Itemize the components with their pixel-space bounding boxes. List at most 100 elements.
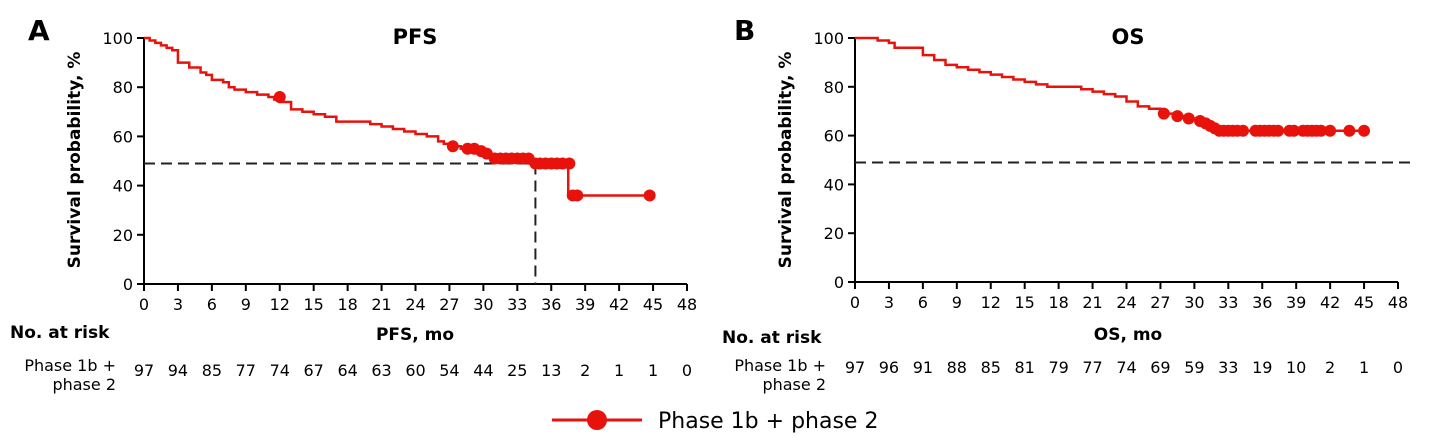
panel-b-at-risk-value: 81 xyxy=(1015,358,1035,377)
panel-b-at-risk-value: 0 xyxy=(1393,358,1403,377)
panel-b-censor-marker xyxy=(1182,112,1195,125)
panel-b-y-tick-label: 100 xyxy=(813,29,844,48)
panel-a-x-tick-label: 39 xyxy=(575,295,595,314)
panel-a-x-tick-label: 0 xyxy=(139,295,149,314)
panel-a-y-tick-label: 40 xyxy=(113,177,133,196)
panel-a-censor-marker xyxy=(273,91,286,104)
panel-a-x-tick-label: 6 xyxy=(207,295,217,314)
panel-a-y-tick-label: 20 xyxy=(113,226,133,245)
panel-b-at-risk-value: 74 xyxy=(1116,358,1136,377)
panel-a-at-risk-value: 54 xyxy=(439,361,459,380)
panel-b-x-tick-label: 12 xyxy=(981,293,1001,312)
panel-a-at-risk-value: 97 xyxy=(134,361,154,380)
panel-b-at-risk-value: 79 xyxy=(1048,358,1068,377)
panel-a-y-tick-label: 100 xyxy=(102,29,133,48)
panel-b-x-tick-label: 48 xyxy=(1388,293,1408,312)
panel-b-censor-marker xyxy=(1287,124,1300,137)
legend-label: Phase 1b + phase 2 xyxy=(658,409,878,434)
panel-b-censor-marker xyxy=(1315,124,1328,137)
panel-a-at-risk-value: 77 xyxy=(236,361,256,380)
panel-b-at-risk-value: 10 xyxy=(1286,358,1306,377)
legend-series-marker xyxy=(587,410,607,430)
panel-b-censor-marker xyxy=(1171,110,1184,123)
panel-a-title: PFS xyxy=(393,25,438,49)
panel-a-censor-marker xyxy=(643,189,656,202)
panel-a-y-axis-title: Survival probability, % xyxy=(65,52,85,269)
panel-b-x-tick-label: 24 xyxy=(1116,293,1136,312)
panel-a-censor-marker xyxy=(446,140,459,153)
panel-b-censor-marker xyxy=(1358,124,1371,137)
panel-b-y-tick-label: 0 xyxy=(834,273,844,292)
panel-a-x-tick-label: 15 xyxy=(304,295,324,314)
panel-a-x-tick-label: 45 xyxy=(643,295,663,314)
panel-b-at-risk-value: 69 xyxy=(1150,358,1170,377)
panel-b-censor-marker xyxy=(1343,124,1356,137)
panel-b-at-risk-value: 85 xyxy=(981,358,1001,377)
panel-a-at-risk-header: No. at risk xyxy=(10,323,110,343)
panel-a-x-tick-label: 18 xyxy=(337,295,357,314)
panel-b-x-tick-label: 33 xyxy=(1218,293,1238,312)
panel-b-at-risk-value: 91 xyxy=(913,358,933,377)
panel-a-at-risk-value: 2 xyxy=(580,361,590,380)
panel-b-at-risk-value: 77 xyxy=(1082,358,1102,377)
panel-b-y-tick-label: 80 xyxy=(824,78,844,97)
panel-b-x-tick-label: 21 xyxy=(1082,293,1102,312)
panel-a-x-tick-label: 21 xyxy=(371,295,391,314)
panel-a-at-risk-value: 64 xyxy=(337,361,357,380)
panel-b-censor-marker xyxy=(1157,107,1170,120)
panel-a-y-tick-label: 60 xyxy=(113,127,133,146)
panel-a-at-risk-value: 63 xyxy=(371,361,391,380)
panel-b-at-risk-value: 19 xyxy=(1252,358,1272,377)
panel-a-y-tick-label: 80 xyxy=(113,78,133,97)
panel-b-x-tick-label: 9 xyxy=(952,293,962,312)
panel-b-at-risk-value: 33 xyxy=(1218,358,1238,377)
panel-a-x-tick-label: 36 xyxy=(541,295,561,314)
panel-b: B OS OS, mo Survival probability, % No. … xyxy=(722,14,1412,394)
panel-a-at-risk-value: 74 xyxy=(270,361,290,380)
panel-a-at-risk-value: 1 xyxy=(614,361,624,380)
panel-a-at-risk-value: 25 xyxy=(507,361,527,380)
panel-b-survival-curve xyxy=(855,36,1365,132)
panel-b-x-tick-label: 18 xyxy=(1048,293,1068,312)
panel-b-x-tick-label: 15 xyxy=(1015,293,1035,312)
panel-b-censor-marker xyxy=(1272,124,1285,137)
panel-a-x-tick-label: 12 xyxy=(270,295,290,314)
panel-a-at-risk-row-label-line-1: Phase 1b + xyxy=(24,356,116,375)
panel-a-at-risk-value: 85 xyxy=(202,361,222,380)
panel-b-letter: B xyxy=(734,14,755,47)
panel-b-x-tick-label: 30 xyxy=(1184,293,1204,312)
panel-b-x-tick-label: 42 xyxy=(1320,293,1340,312)
panel-b-y-tick-label: 40 xyxy=(824,175,844,194)
panel-a-x-tick-label: 42 xyxy=(609,295,629,314)
panel-b-censor-marker xyxy=(1237,124,1250,137)
panel-a-at-risk-value: 44 xyxy=(473,361,493,380)
panel-a: A PFS PFS, mo Survival probability, % No… xyxy=(10,14,697,394)
panel-b-x-tick-label: 45 xyxy=(1354,293,1374,312)
panel-a-censor-marker xyxy=(563,157,576,170)
panel-a-survival-curve xyxy=(144,36,650,197)
panel-b-censor-marker xyxy=(1324,124,1337,137)
panel-b-x-tick-label: 39 xyxy=(1286,293,1306,312)
panel-b-at-risk-value: 88 xyxy=(947,358,967,377)
panel-b-at-risk-header: No. at risk xyxy=(722,328,822,348)
panel-b-title: OS xyxy=(1112,25,1145,49)
panel-b-at-risk-value: 1 xyxy=(1359,358,1369,377)
panel-a-x-tick-label: 33 xyxy=(507,295,527,314)
panel-a-censor-marker xyxy=(571,189,584,202)
panel-b-at-risk-value: 59 xyxy=(1184,358,1204,377)
panel-a-at-risk-value: 1 xyxy=(648,361,658,380)
panel-b-at-risk-row-label-line-2: phase 2 xyxy=(762,375,826,394)
panel-b-x-axis-title: OS, mo xyxy=(1094,325,1162,345)
panel-b-y-tick-label: 20 xyxy=(824,224,844,243)
panel-b-y-axis-title: Survival probability, % xyxy=(776,52,796,269)
panel-a-x-tick-label: 9 xyxy=(241,295,251,314)
panel-a-letter: A xyxy=(28,14,50,47)
panel-a-at-risk-value: 60 xyxy=(405,361,425,380)
panel-a-at-risk-value: 13 xyxy=(541,361,561,380)
panel-b-x-tick-label: 36 xyxy=(1252,293,1272,312)
panel-b-y-tick-label: 60 xyxy=(824,127,844,146)
panel-b-at-risk-row-label-line-1: Phase 1b + xyxy=(734,356,826,375)
panel-b-at-risk-value: 96 xyxy=(879,358,899,377)
panel-b-x-tick-label: 0 xyxy=(850,293,860,312)
